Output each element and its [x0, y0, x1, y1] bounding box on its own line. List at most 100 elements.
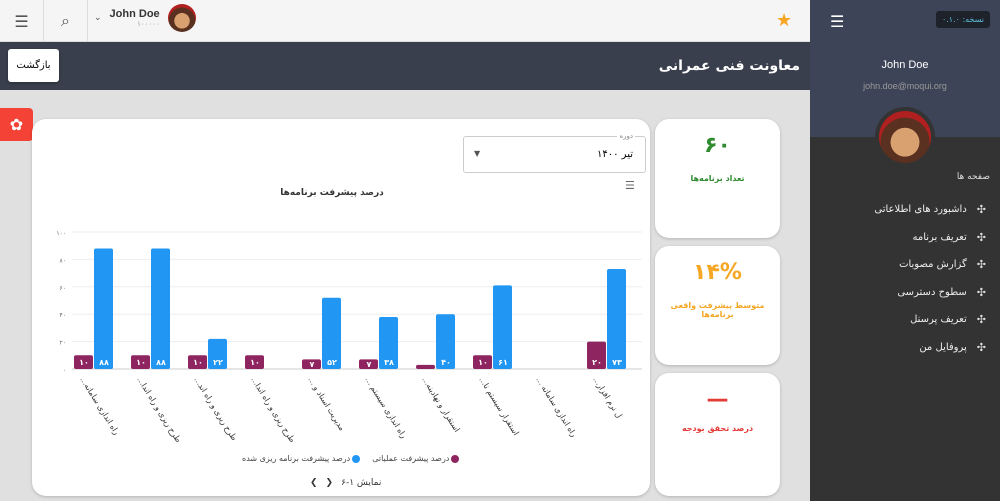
y-tick-label: ۲۰ — [60, 340, 66, 347]
data-label: ۲۰ — [592, 358, 602, 367]
kpi-value: ۶۰ — [704, 133, 731, 158]
sidebar-user-name: John Doe — [881, 59, 929, 71]
sidebar-item-label: داشبورد های اطلاعاتی — [874, 204, 967, 216]
avatar[interactable] — [167, 4, 196, 32]
list-icon[interactable]: ☰ — [0, 0, 44, 42]
version-badge: نسخه: ۰.۱.۰ — [935, 11, 990, 28]
bar — [74, 355, 93, 369]
bar — [416, 364, 435, 369]
chart-legend: درصد پیشرفت عملیاتی درصد پیشرفت برنامه ر… — [242, 454, 460, 463]
sidebar-item-personnel[interactable]: تعریف پرسنل ✣ — [874, 306, 986, 334]
sidebar-section-title: صفحه ها — [956, 172, 990, 182]
chevron-down-icon[interactable]: ⌄ — [94, 13, 102, 23]
y-tick-label: ۶۰ — [60, 285, 66, 292]
sidebar-item-access[interactable]: سطوح دسترسی ✣ — [874, 279, 986, 307]
dropdown-arrow-icon: ▼ — [474, 149, 481, 158]
x-tick-label: راه اندازی سامانه ... — [534, 375, 578, 438]
y-tick-label: ۱۰۰ — [56, 230, 66, 237]
kpi-value: ۱۴% — [693, 260, 742, 285]
page-title: معاونت فنی عمرانی — [658, 58, 800, 74]
x-tick-label: طرح ریزی و راه اند... — [192, 375, 238, 442]
sidebar-item-label: تعریف پرسنل — [910, 314, 967, 326]
kpi-label: متوسط پیشرفت واقعی برنامه‌ها — [670, 301, 765, 319]
data-label: ۸۸ — [156, 358, 166, 367]
sidebar-item-label: تعریف برنامه — [912, 231, 967, 243]
bar — [587, 341, 606, 369]
chart-title: درصد پیشرفت برنامه‌ها — [280, 188, 384, 198]
y-tick-label: ۸۰ — [60, 257, 66, 264]
sidebar-item-profile[interactable]: پروفایل من ✣ — [874, 334, 986, 362]
y-tick-label: ۰ — [63, 367, 66, 374]
user-id: ۱۰۰۰۰۰ — [137, 20, 160, 28]
bar — [94, 248, 113, 369]
sidebar: ☰ نسخه: ۰.۱.۰ John Doe john.doe@moqui.or… — [810, 0, 1000, 501]
pager: ❮ ❯ نمایش ۱-۶ — [310, 478, 381, 488]
bar — [302, 359, 321, 369]
gear-icon[interactable]: ✿ — [0, 108, 33, 141]
period-value: تیر ۱۴۰۰ — [597, 149, 633, 160]
sidebar-item-label: پروفایل من — [919, 341, 967, 353]
sidebar-item-dashboards[interactable]: داشبورد های اطلاعاتی ✣ — [874, 196, 986, 224]
bar — [436, 314, 455, 369]
puzzle-icon: ✣ — [976, 258, 986, 272]
data-label: ۱۰ — [79, 358, 89, 367]
data-label: ۶۱ — [498, 358, 508, 367]
x-tick-label: راه اندازی سامانه... — [78, 375, 121, 436]
data-label: ۱۰ — [478, 358, 488, 367]
x-tick-label: راه اندازی سیستم ... — [363, 375, 408, 440]
data-label: ۱۰ — [193, 358, 203, 367]
next-button[interactable]: ❯ — [325, 478, 334, 488]
legend-item-operational[interactable]: درصد پیشرفت عملیاتی — [372, 454, 460, 463]
data-label: ۵۲ — [327, 358, 337, 367]
period-select[interactable]: دوره تیر ۱۴۰۰ ▼ — [463, 132, 646, 173]
data-label: ۷ — [310, 360, 315, 369]
kpi-label: درصد تحقق بودجه — [681, 424, 754, 433]
sidebar-item-reports[interactable]: گزارش مصوبات ✣ — [874, 251, 986, 279]
bar — [359, 359, 378, 369]
x-tick-label: مدیریت اسناد و ... — [306, 375, 346, 432]
kpi-program-count: ۶۰ تعداد برنامه‌ها — [655, 119, 780, 238]
bar — [493, 285, 512, 369]
data-label: ۷ — [367, 360, 372, 369]
sidebar-item-label: گزارش مصوبات — [899, 259, 967, 271]
pager-text: نمایش ۱-۶ — [341, 478, 382, 488]
search-icon[interactable]: ⌕ — [44, 0, 88, 42]
data-label: ۳۸ — [384, 358, 394, 367]
sidebar-item-label: سطوح دسترسی — [897, 286, 967, 298]
puzzle-icon: ✣ — [976, 285, 986, 299]
bar — [607, 268, 626, 369]
bar — [245, 355, 264, 369]
period-label: دوره — [617, 132, 635, 140]
bar — [208, 338, 227, 369]
puzzle-icon: ✣ — [976, 313, 986, 327]
bar — [322, 297, 341, 369]
data-label: ۴۰ — [441, 358, 451, 367]
back-button[interactable]: بازگشت — [8, 49, 59, 82]
data-label: ۲۲ — [213, 358, 223, 367]
sidebar-item-program[interactable]: تعریف برنامه ✣ — [874, 224, 986, 252]
user-menu[interactable]: ⌄ John Doe ۱۰۰۰۰۰ — [94, 4, 196, 32]
star-icon[interactable]: ★ — [776, 10, 793, 31]
x-tick-label: طرح ریزی و راه اندا... — [249, 375, 297, 444]
puzzle-icon: ✣ — [976, 340, 986, 354]
kpi-value: — — [706, 387, 729, 412]
puzzle-icon: ✣ — [976, 203, 986, 217]
data-label: ۱۰ — [250, 358, 260, 367]
x-tick-label: ل نرم افزار... — [591, 375, 623, 420]
hamburger-icon[interactable]: ☰ — [830, 12, 845, 31]
sidebar-user-email: john.doe@moqui.org — [863, 81, 947, 91]
bar — [151, 248, 170, 369]
kpi-budget: — درصد تحقق بودجه — [655, 373, 780, 496]
bar-chart: ۰ ۲۰ ۴۰ ۶۰ ۸۰ ۱۰۰ ۱۰ ۸۸ راه اندازی سامانه... ۱۰ ۸۸… — [56, 230, 642, 444]
data-label: ۸۸ — [99, 358, 109, 367]
bar — [473, 355, 492, 369]
chart-menu-icon[interactable]: ☰ — [625, 179, 635, 192]
prev-button[interactable]: ❮ — [310, 478, 318, 488]
legend-item-planned[interactable]: درصد پیشرفت برنامه ریزی شده — [242, 454, 361, 463]
bar — [379, 316, 398, 369]
user-name: John Doe — [109, 8, 160, 20]
kpi-avg-progress: ۱۴% متوسط پیشرفت واقعی برنامه‌ها — [655, 246, 780, 365]
y-tick-label: ۴۰ — [60, 312, 66, 319]
x-tick-label: استقرار و نهادینه... — [420, 375, 461, 433]
top-bar: ☰ ⌕ ⌄ John Doe ۱۰۰۰۰۰ ★ — [0, 0, 810, 42]
